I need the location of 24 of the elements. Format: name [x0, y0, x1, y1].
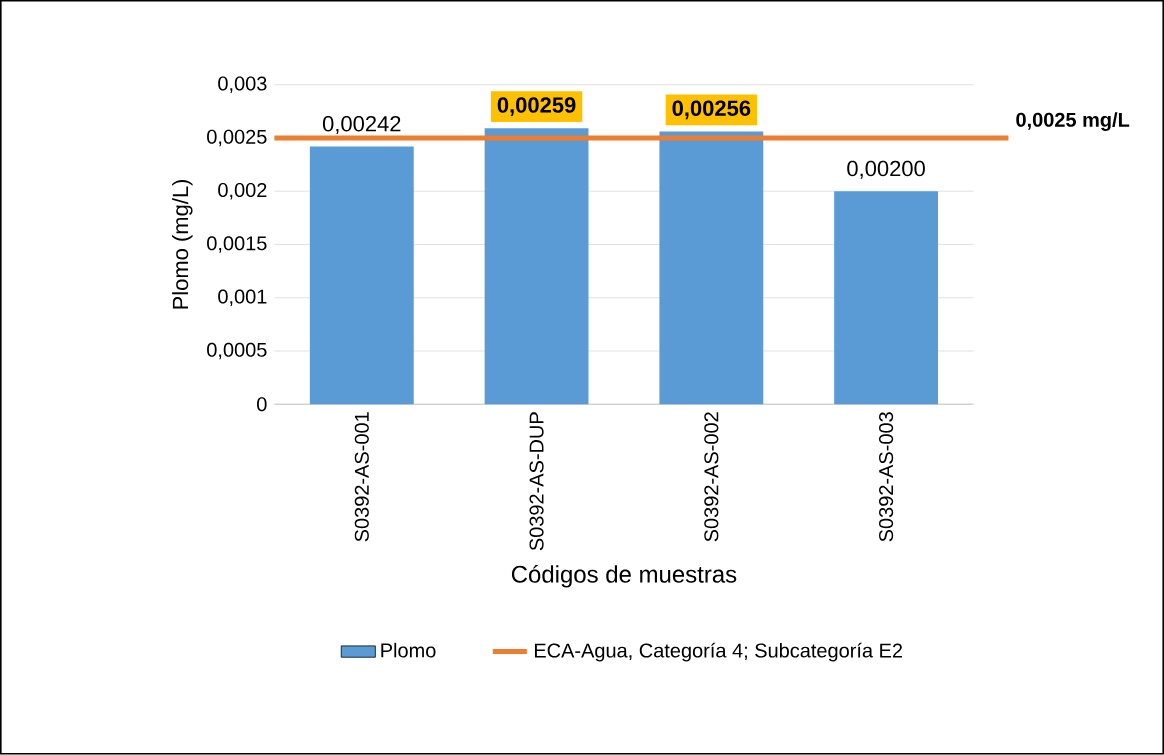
y-tick-label: 0 [257, 397, 267, 412]
bar [659, 131, 764, 405]
data-label: 0,00256 [672, 100, 751, 120]
y-tick-label: 0,0025 [207, 129, 267, 147]
y-tick-label: 0,002 [218, 183, 267, 200]
x-tick-label: S0392-AS-001 [354, 412, 369, 542]
bar [834, 191, 939, 405]
x-tick-label: S0392-AS-002 [704, 412, 719, 542]
legend-label: Plomo [381, 643, 436, 658]
x-tick-label: S0392-AS-003 [879, 412, 894, 542]
data-label: 0,00200 [847, 160, 925, 180]
data-label: 0,00242 [322, 116, 401, 135]
x-axis-title: Códigos de muestras [511, 565, 737, 588]
x-tick-label: S0392-AS-DUP [529, 412, 544, 551]
text: 0,0025 mg/L [1016, 112, 1130, 132]
y-tick-label: 0,0005 [207, 342, 267, 360]
y-axis-title: Plomo (mg/L) [172, 180, 193, 309]
y-tick-label: 0,0015 [207, 236, 267, 253]
bar [484, 128, 589, 405]
data-label: 0,00259 [497, 97, 576, 117]
legend-label: ECA-Agua, Categoría 4; Subcategoría E2 [534, 642, 903, 662]
y-tick-label: 0,003 [218, 76, 267, 94]
bar [309, 146, 414, 405]
y-tick-label: 0,001 [218, 289, 267, 307]
